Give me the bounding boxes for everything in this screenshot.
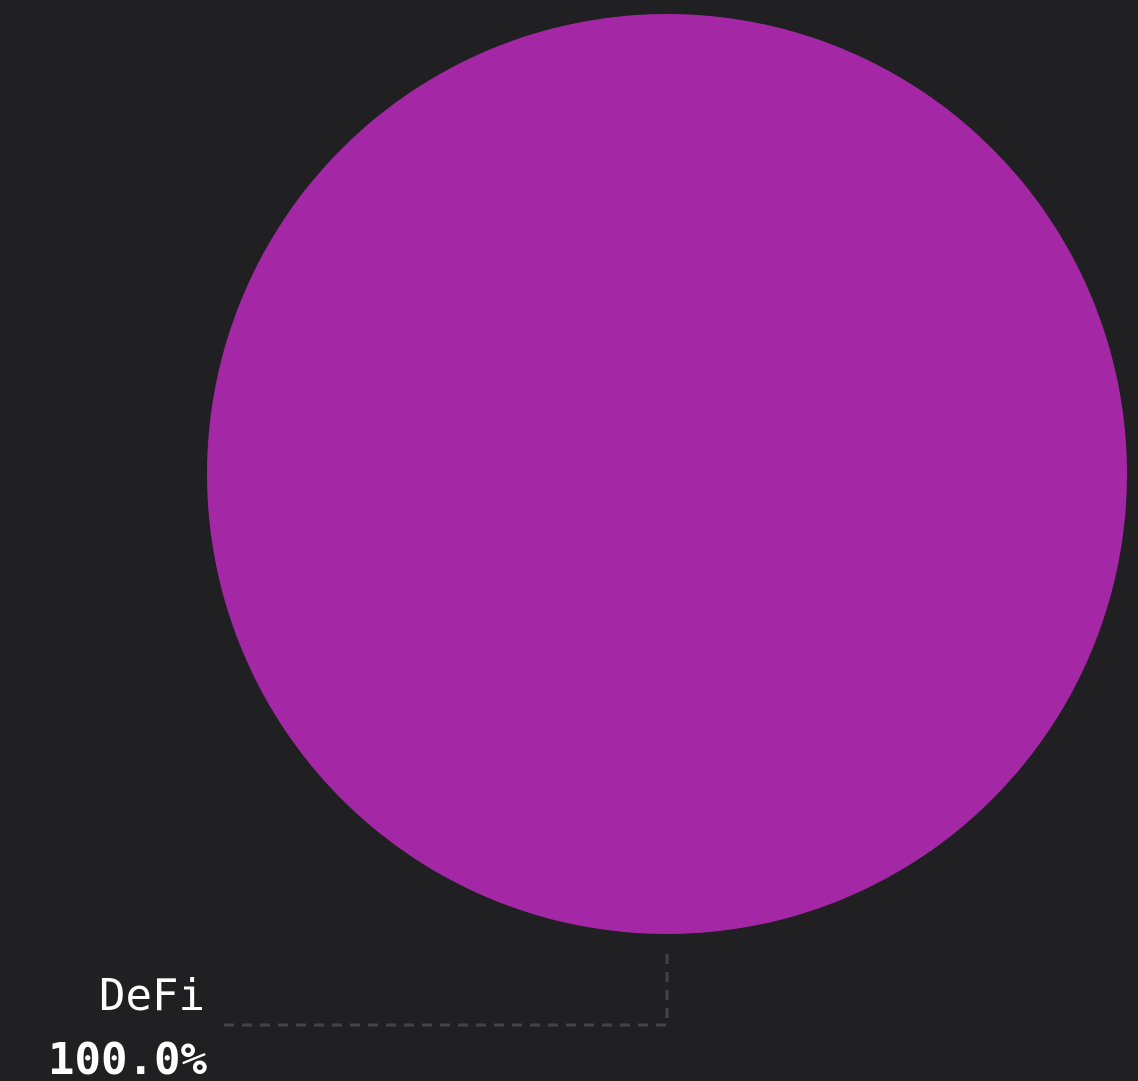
slice-label-value: 100.0% (48, 1034, 207, 1081)
leader-line (222, 954, 669, 1027)
slice-label-name: DeFi (99, 970, 205, 1021)
pie-slice-defi[interactable] (207, 14, 1127, 934)
slice-labels: DeFi 100.0% (48, 970, 207, 1081)
pie-slices (207, 14, 1127, 934)
leader-lines (222, 954, 669, 1027)
